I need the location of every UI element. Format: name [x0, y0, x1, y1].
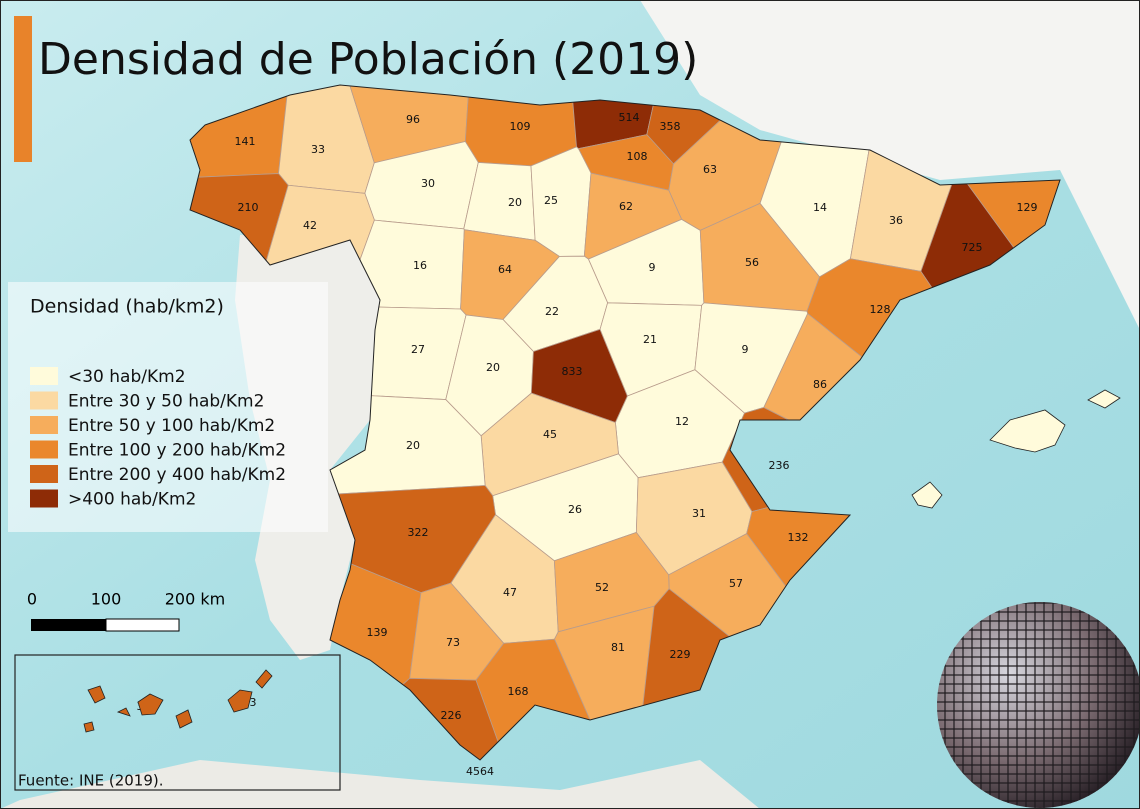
province-label: 63 — [703, 163, 717, 176]
province-label: 20 — [486, 361, 500, 374]
province-label: 81 — [611, 641, 625, 654]
province-label: 52 — [595, 581, 609, 594]
province-label: 139 — [367, 626, 388, 639]
province-label: 86 — [813, 378, 827, 391]
legend-swatch — [30, 367, 58, 385]
province-label: 20 — [508, 196, 522, 209]
province-label: 108 — [627, 150, 648, 163]
map: 1413396109514358108633020256214361292104… — [0, 0, 1140, 809]
scale-bar — [31, 619, 106, 631]
province-label: 725 — [962, 241, 983, 254]
scale-bar — [106, 619, 179, 631]
legend-label: Entre 200 y 400 hab/Km2 — [68, 465, 286, 485]
province-label: 57 — [729, 577, 743, 590]
province — [531, 147, 591, 257]
source: Fuente: INE (2019). — [18, 772, 164, 790]
province-label: 226 — [441, 709, 462, 722]
legend-swatch — [30, 441, 58, 459]
province-label: 9 — [649, 261, 656, 274]
enclave-label: 4564 — [466, 765, 494, 778]
province-label: 128 — [870, 303, 891, 316]
province-label: 141 — [235, 135, 256, 148]
province-label: 22 — [545, 305, 559, 318]
legend-swatch — [30, 490, 58, 508]
province-label: 514 — [619, 111, 640, 124]
province-label: 14 — [813, 201, 827, 214]
province-label: 62 — [619, 200, 633, 213]
province-label: 26 — [568, 503, 582, 516]
title: Densidad de Población (2019) — [38, 34, 698, 85]
province-label: 16 — [413, 259, 427, 272]
province-label: 31 — [692, 507, 706, 520]
province-label: 9 — [742, 343, 749, 356]
province-label: 12 — [675, 415, 689, 428]
title-bar — [14, 16, 32, 162]
province-label: 30 — [421, 177, 435, 190]
legend-swatch — [30, 416, 58, 434]
province-label: 109 — [510, 120, 531, 133]
province-label: 20 — [406, 439, 420, 452]
province-label: 45 — [543, 428, 557, 441]
legend-label: <30 hab/Km2 — [68, 367, 186, 387]
province-label: 168 — [508, 685, 529, 698]
province-label: 236 — [769, 459, 790, 472]
province-label: 96 — [406, 113, 420, 126]
province-label: 210 — [238, 201, 259, 214]
legend-label: Entre 100 y 200 hab/Km2 — [68, 441, 286, 461]
legend-label: Entre 50 y 100 hab/Km2 — [68, 416, 275, 436]
province-label: 132 — [788, 531, 809, 544]
legend-label: Entre 30 y 50 hab/Km2 — [68, 392, 264, 412]
province-label: 33 — [311, 143, 325, 156]
province-label: 36 — [889, 214, 903, 227]
scale-label: 0 — [27, 590, 37, 609]
province-label: 322 — [408, 526, 429, 539]
province-label: 358 — [660, 120, 681, 133]
legend-swatch — [30, 392, 58, 410]
province-label: 27 — [411, 343, 425, 356]
scale-label: 200 km — [165, 590, 225, 609]
province-label: 25 — [544, 194, 558, 207]
scale-label: 100 — [91, 590, 122, 609]
legend-swatch — [30, 465, 58, 483]
legend-label: >400 hab/Km2 — [68, 490, 196, 510]
province-label: 73 — [446, 636, 460, 649]
province-label: 21 — [643, 333, 657, 346]
province-label: 56 — [745, 256, 759, 269]
province-label: 833 — [562, 365, 583, 378]
province-label: 64 — [498, 263, 512, 276]
province-label: 129 — [1017, 201, 1038, 214]
province-label: 229 — [670, 648, 691, 661]
legend-title: Densidad (hab/km2) — [30, 296, 224, 318]
province-label: 42 — [303, 219, 317, 232]
disco-ball-tiles — [937, 602, 1140, 808]
province-label: 47 — [503, 586, 517, 599]
